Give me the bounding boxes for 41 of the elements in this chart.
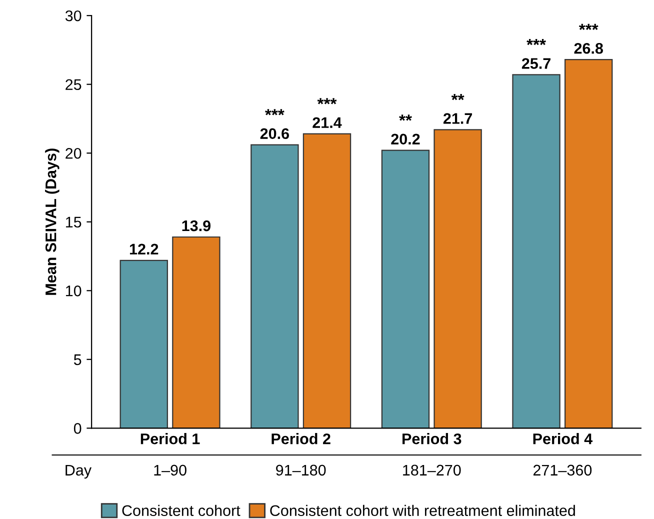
y-tick-label: 5: [74, 354, 82, 366]
legend-label: Consistent cohort: [122, 504, 240, 516]
bar: [434, 129, 482, 428]
x-tick-label: Period 1: [140, 433, 200, 444]
x-tick-label: Period 4: [533, 433, 592, 444]
annotation: ***: [526, 38, 546, 46]
x-tick-label: Period 3: [402, 433, 462, 444]
bar: [512, 74, 560, 428]
y-axis-title: Mean SEIVAL (Days): [45, 148, 60, 295]
text: 1–90: [154, 464, 186, 476]
data-label: 20.2: [391, 134, 420, 145]
x-tick-label: Period 2: [272, 433, 330, 444]
y-tick-label: 20: [66, 148, 82, 159]
annotation: **: [451, 94, 464, 100]
data-label: 25.7: [522, 58, 550, 69]
bar: [564, 59, 613, 428]
data-label: 21.7: [443, 113, 472, 124]
data-label: 13.9: [182, 220, 210, 232]
annotation: ***: [578, 24, 598, 30]
bar: [250, 144, 299, 428]
annotation: ***: [265, 109, 284, 116]
text: 91–180: [276, 464, 326, 476]
text: 271–360: [533, 464, 592, 476]
data-label: 20.6: [260, 128, 289, 140]
y-tick-label: 30: [65, 10, 82, 22]
data-label: 26.8: [574, 42, 603, 54]
y-tick-label: 10: [66, 286, 82, 296]
annotation: ***: [317, 98, 337, 104]
text: Day: [66, 464, 92, 479]
data-label: 21.4: [312, 117, 342, 128]
y-tick-label: 0: [74, 423, 82, 434]
annotation: **: [399, 114, 412, 121]
y-tick-label: 25: [66, 79, 82, 90]
bar: [381, 150, 430, 428]
y-tick-label: 15: [66, 216, 82, 228]
bar: [302, 133, 352, 428]
text: 181–270: [403, 464, 461, 476]
data-label: 12.2: [130, 244, 158, 254]
bar: [120, 260, 168, 428]
bar: [172, 236, 220, 428]
legend-label: Consistent cohort with retreatment eliminated: [270, 504, 575, 516]
